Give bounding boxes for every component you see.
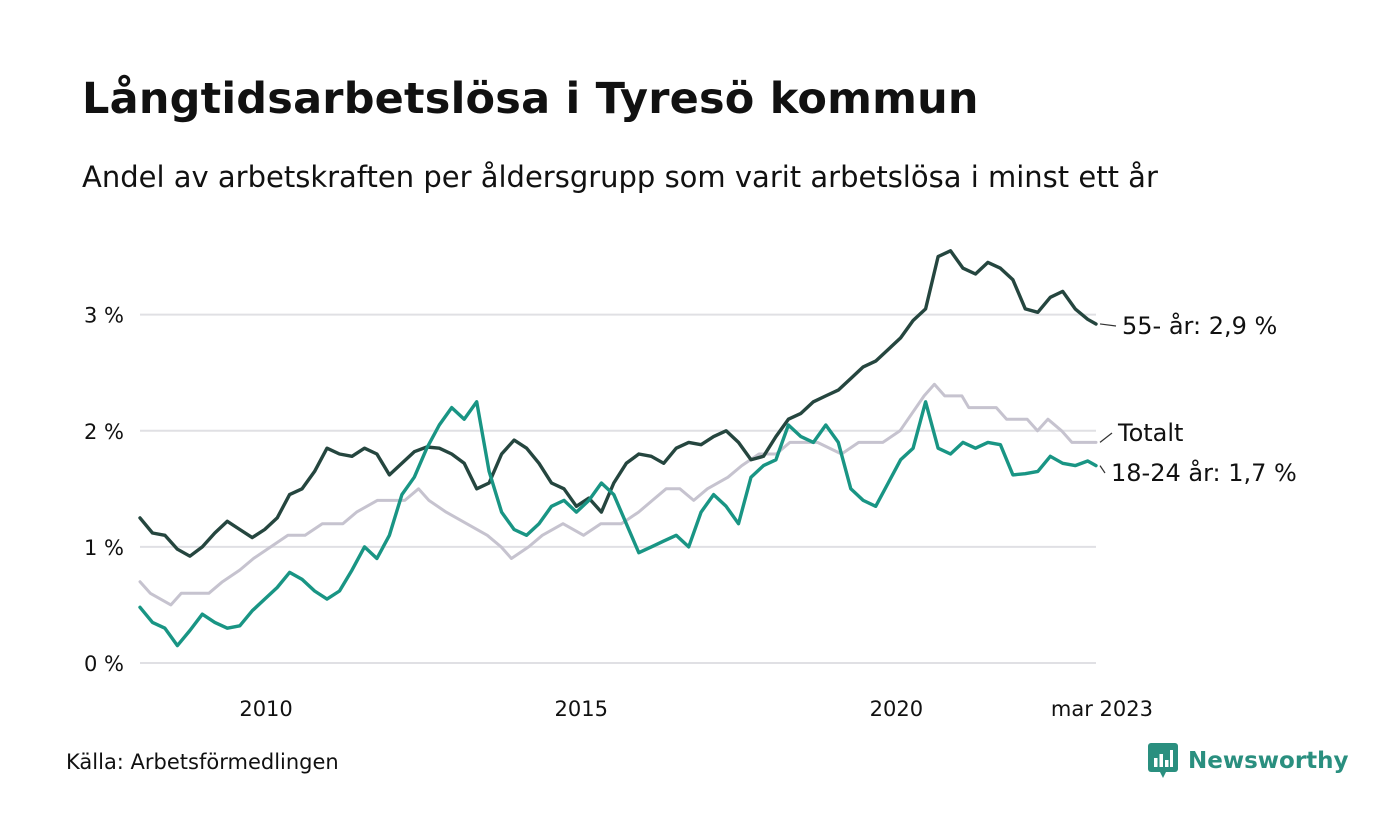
y-tick-label: 2 % xyxy=(84,420,124,444)
y-tick-label: 1 % xyxy=(84,536,124,560)
x-tick-label: 2010 xyxy=(239,697,292,721)
series-line xyxy=(138,249,1098,558)
y-tick-label: 0 % xyxy=(84,652,124,676)
chart-subtitle: Andel av arbetskraften per åldersgrupp s… xyxy=(82,160,1158,194)
series-line xyxy=(138,400,1098,648)
chart-title: Långtidsarbetslösa i Tyresö kommun xyxy=(82,74,979,124)
y-tick-label: 3 % xyxy=(84,304,124,328)
series-line xyxy=(138,382,1098,607)
grid-lines xyxy=(140,313,1096,664)
y-axis-tick-labels: 0 % 1 % 2 % 3 % xyxy=(84,304,124,676)
label-leader-line xyxy=(1099,465,1106,474)
x-tick-label: 2020 xyxy=(870,697,923,721)
brand-name: Newsworthy xyxy=(1188,748,1349,774)
x-tick-label: mar 2023 xyxy=(1051,697,1153,721)
series-end-labels: Totalt 55- år: 2,9 % 18-24 år: 1,7 % xyxy=(1099,311,1297,487)
brand-logo: Newsworthy xyxy=(1148,743,1349,779)
series-lines xyxy=(138,249,1098,648)
x-axis-tick-labels: 2010 2015 2020 mar 2023 xyxy=(239,697,1153,721)
label-leader-line xyxy=(1099,323,1117,327)
x-tick-label: 2015 xyxy=(555,697,608,721)
newsworthy-icon xyxy=(1148,743,1178,778)
series-end-label: Totalt xyxy=(1117,419,1183,447)
source-note: Källa: Arbetsförmedlingen xyxy=(66,750,339,774)
series-end-label: 55- år: 2,9 % xyxy=(1122,311,1277,340)
series-end-label: 18-24 år: 1,7 % xyxy=(1111,458,1297,487)
label-leader-line xyxy=(1099,432,1113,443)
